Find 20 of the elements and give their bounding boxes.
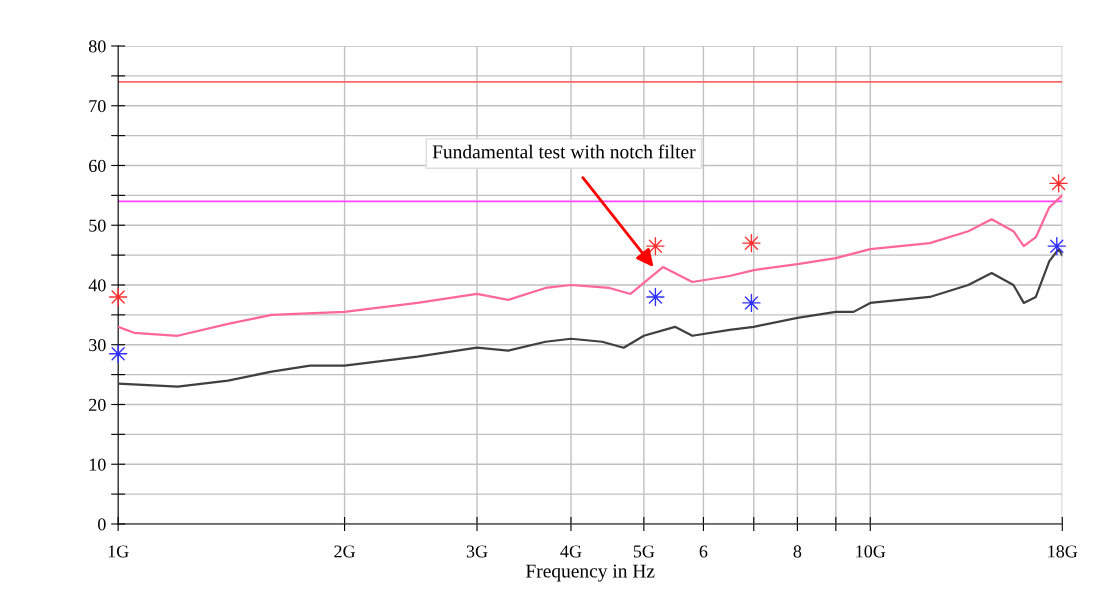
y-tick-label: 40 [88, 279, 106, 292]
x-tick-label: 4G [560, 545, 582, 558]
x-tick-label: 8 [793, 545, 802, 558]
x-tick-label: 3G [466, 545, 488, 558]
y-tick-label: 80 [88, 40, 106, 53]
y-tick-label: 50 [89, 219, 106, 232]
x-tick-label: 5G [633, 545, 655, 558]
y-tick-label: 60 [89, 159, 106, 172]
y-tick-label: 10 [89, 458, 106, 471]
y-tick-label: 20 [89, 398, 106, 411]
y-tick-label: 30 [89, 338, 106, 352]
y-tick-label: 0 [98, 518, 106, 531]
x-tick-label: 18G [1048, 545, 1078, 558]
x-tick-label: 10G [856, 545, 886, 558]
y-tick-label: 70 [89, 100, 106, 113]
x-tick-label: 6 [699, 545, 708, 558]
x-tick-label: 1G [108, 545, 129, 558]
x-tick-label: 2G [334, 545, 356, 558]
annotation: Fundamental test with notch filter [432, 144, 696, 159]
x-axis-title: Frequency in Hz [525, 564, 655, 582]
